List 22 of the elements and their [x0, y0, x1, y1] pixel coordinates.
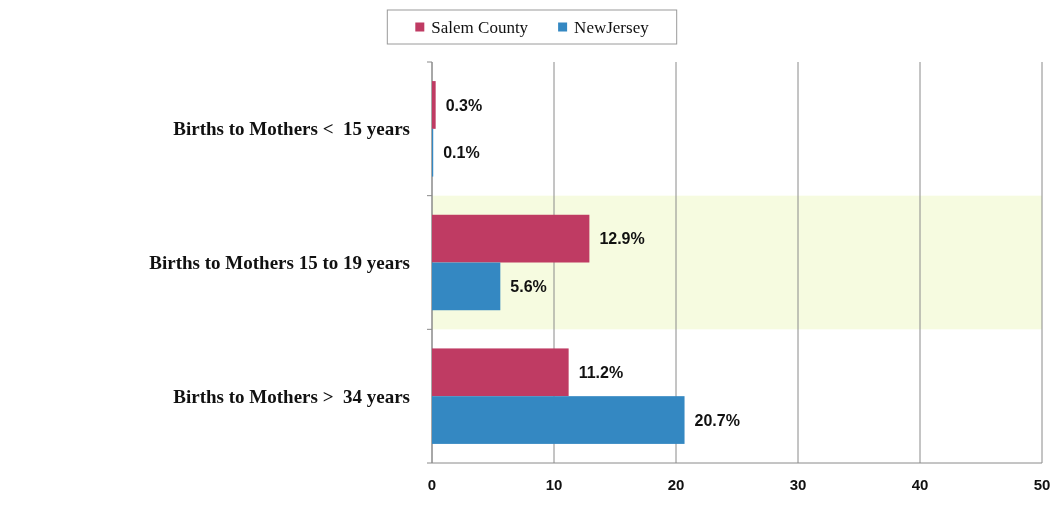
- x-tick-label: 30: [789, 476, 807, 493]
- bar: [432, 262, 501, 311]
- x-tick-label: 0: [427, 476, 437, 493]
- x-tick-label: 10: [545, 476, 563, 493]
- bar: [432, 348, 569, 397]
- bar: [432, 396, 685, 444]
- legend-label: Salem County: [431, 17, 529, 37]
- y-tick-label: Births to Mothers 15 to 19 years: [149, 252, 410, 274]
- legend-label: NewJersey: [574, 17, 650, 37]
- data-label: 5.6%: [510, 277, 547, 295]
- y-tick-label: Births to Mothers < 15 years: [173, 118, 410, 140]
- y-tick-label: Births to Mothers > 34 years: [173, 385, 410, 407]
- data-label: 11.2%: [578, 363, 624, 381]
- x-tick-label: 40: [911, 476, 929, 493]
- x-tick-label: 20: [667, 476, 685, 493]
- data-label: 0.3%: [445, 96, 483, 114]
- data-label: 0.1%: [443, 144, 480, 162]
- bar: [432, 81, 436, 129]
- data-label: 20.7%: [694, 411, 740, 429]
- data-label: 12.9%: [599, 230, 645, 248]
- bar: [432, 214, 590, 263]
- x-tick-label: 50: [1033, 476, 1051, 493]
